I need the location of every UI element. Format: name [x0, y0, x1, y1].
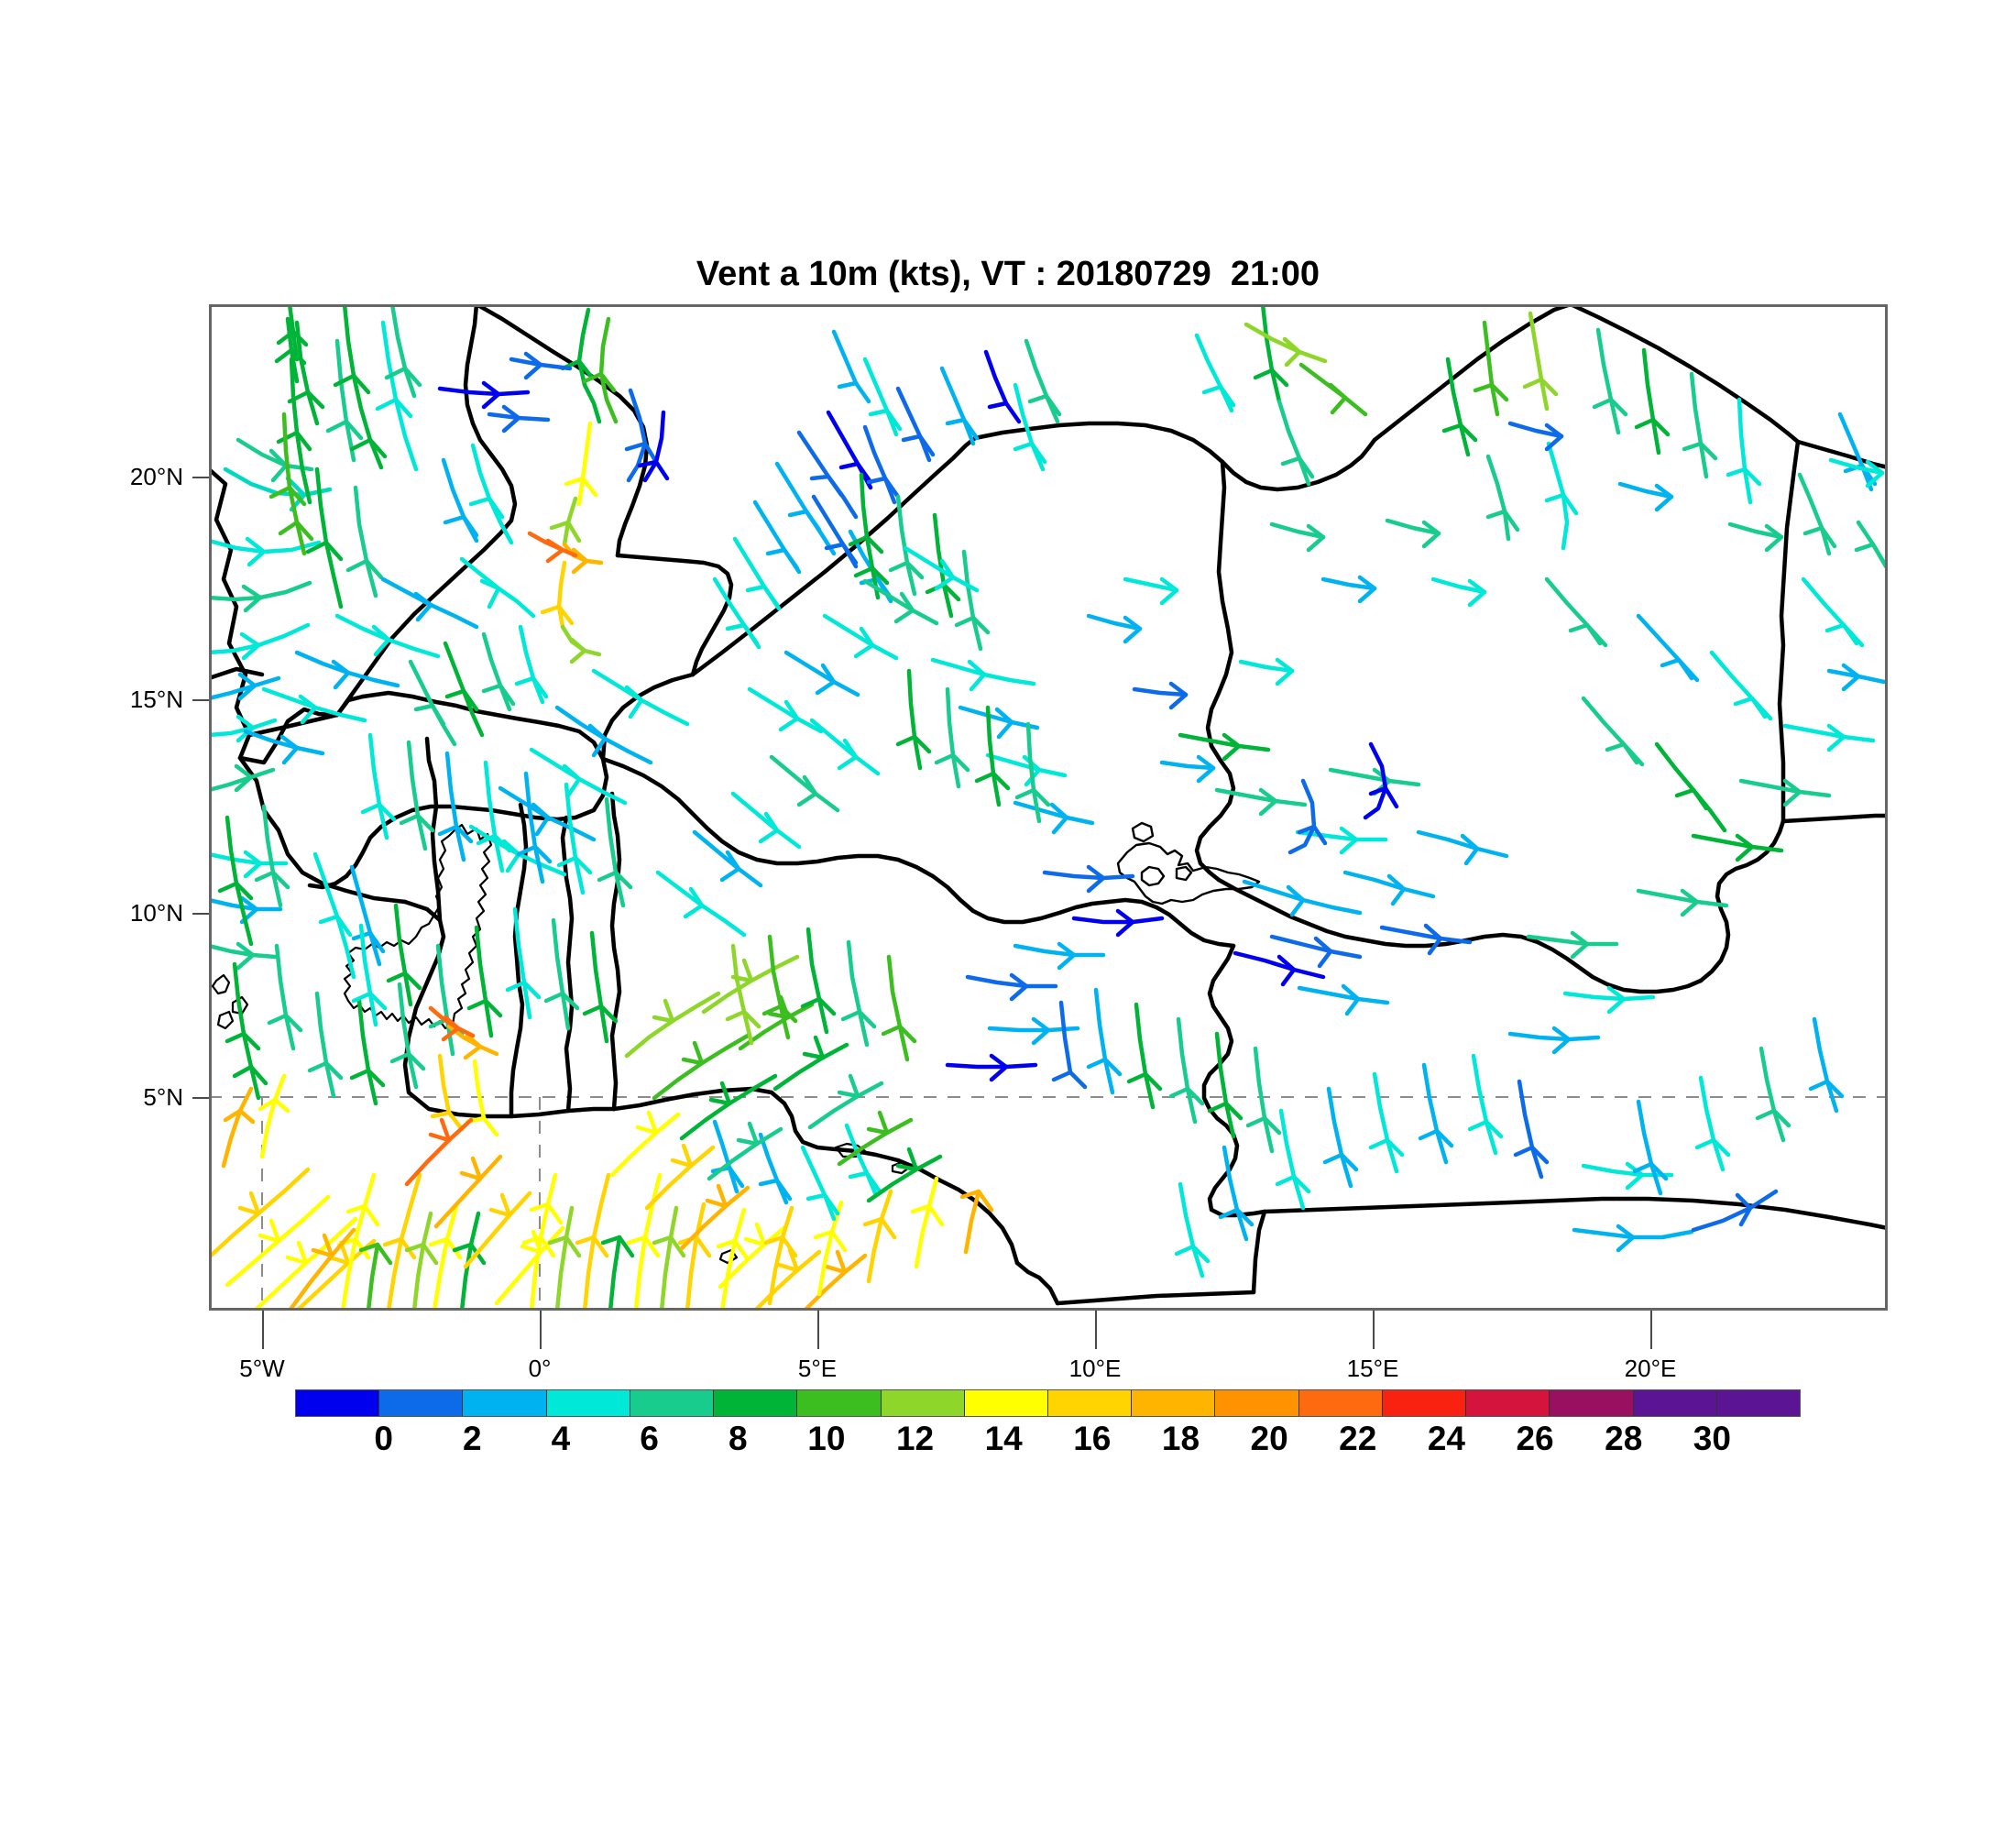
colorbar-gradient: [295, 1389, 1801, 1417]
x-axis-tick-mark-10e: [1095, 1311, 1097, 1349]
colorbar-tick-26: 26: [1516, 1420, 1554, 1457]
colorbar-segment-7: [881, 1390, 965, 1416]
x-axis-tick-label-15e: 15°E: [1346, 1355, 1399, 1382]
colorbar-tick-18: 18: [1161, 1420, 1200, 1457]
colorbar-segment-9: [1047, 1390, 1133, 1416]
colorbar-tick-20: 20: [1250, 1420, 1288, 1457]
colorbar-segment-6: [797, 1390, 882, 1416]
colorbar-tick-22: 22: [1339, 1420, 1377, 1457]
map-plot-area[interactable]: [209, 304, 1888, 1311]
page-title: Vent a 10m (kts), VT : 20180729 21:00: [696, 255, 1320, 293]
colorbar-segment-14: [1466, 1390, 1550, 1416]
y-axis-tick-mark-5n: [192, 1097, 220, 1099]
colorbar-segment-11: [1215, 1390, 1299, 1416]
colorbar-segment-8: [964, 1390, 1048, 1416]
x-axis-tick-mark-5e: [817, 1311, 819, 1349]
x-axis-tick-mark-0: [540, 1311, 542, 1349]
y-axis-tick-label-20n: 20°N: [129, 463, 183, 490]
map-gridlines: [212, 1096, 1885, 1308]
wind-streamlines: [212, 307, 1885, 1308]
x-axis-tick-mark-20e: [1650, 1311, 1652, 1349]
y-axis-tick-label-15n: 15°N: [129, 686, 183, 713]
colorbar-tick-0: 0: [374, 1420, 393, 1457]
colorbar-tick-24: 24: [1427, 1420, 1465, 1457]
colorbar-tick-12: 12: [895, 1420, 935, 1457]
colorbar-segment-16: [1633, 1390, 1717, 1416]
colorbar-segment-4: [630, 1390, 715, 1416]
x-axis-tick-label-20e: 20°E: [1624, 1355, 1677, 1382]
colorbar-tick-4: 4: [551, 1420, 571, 1457]
colorbar-segment-17: [1716, 1390, 1800, 1416]
colorbar-segment-12: [1298, 1390, 1383, 1416]
x-axis-tick-label-10e: 10°E: [1068, 1355, 1122, 1382]
y-axis-tick-label-5n: 5°N: [143, 1083, 183, 1111]
y-axis-tick-mark-15n: [192, 699, 220, 701]
x-axis-tick-label-5w: 5°W: [239, 1355, 285, 1382]
y-axis-tick-label-10n: 10°N: [129, 899, 183, 927]
colorbar-segment-10: [1132, 1390, 1216, 1416]
colorbar-tick-labels: 0 2 4 6 8 10 12 14 16 18 20 22 24 26 28 30: [295, 1419, 1801, 1461]
colorbar-tick-28: 28: [1605, 1420, 1643, 1457]
colorbar-tick-6: 6: [640, 1420, 659, 1457]
y-axis-tick-mark-10n: [192, 913, 220, 915]
colorbar: [295, 1389, 1801, 1417]
colorbar-segment-2: [463, 1390, 547, 1416]
colorbar-tick-14: 14: [984, 1420, 1023, 1457]
colorbar-segment-5: [714, 1390, 798, 1416]
colorbar-tick-2: 2: [462, 1420, 482, 1457]
colorbar-segment-3: [546, 1390, 630, 1416]
x-axis-tick-label-0: 0°: [528, 1355, 552, 1382]
colorbar-segment-0: [296, 1390, 380, 1416]
map-canvas: [212, 307, 1885, 1308]
y-axis-tick-mark-20n: [192, 477, 220, 478]
x-axis-tick-label-5e: 5°E: [797, 1355, 838, 1382]
x-axis-tick-mark-5w: [262, 1311, 264, 1349]
colorbar-segment-13: [1382, 1390, 1467, 1416]
colorbar-tick-8: 8: [728, 1420, 748, 1457]
colorbar-tick-16: 16: [1073, 1420, 1112, 1457]
colorbar-tick-30: 30: [1693, 1420, 1731, 1457]
colorbar-tick-10: 10: [807, 1420, 846, 1457]
colorbar-segment-1: [379, 1390, 464, 1416]
colorbar-segment-15: [1550, 1390, 1634, 1416]
x-axis-tick-mark-15e: [1373, 1311, 1375, 1349]
